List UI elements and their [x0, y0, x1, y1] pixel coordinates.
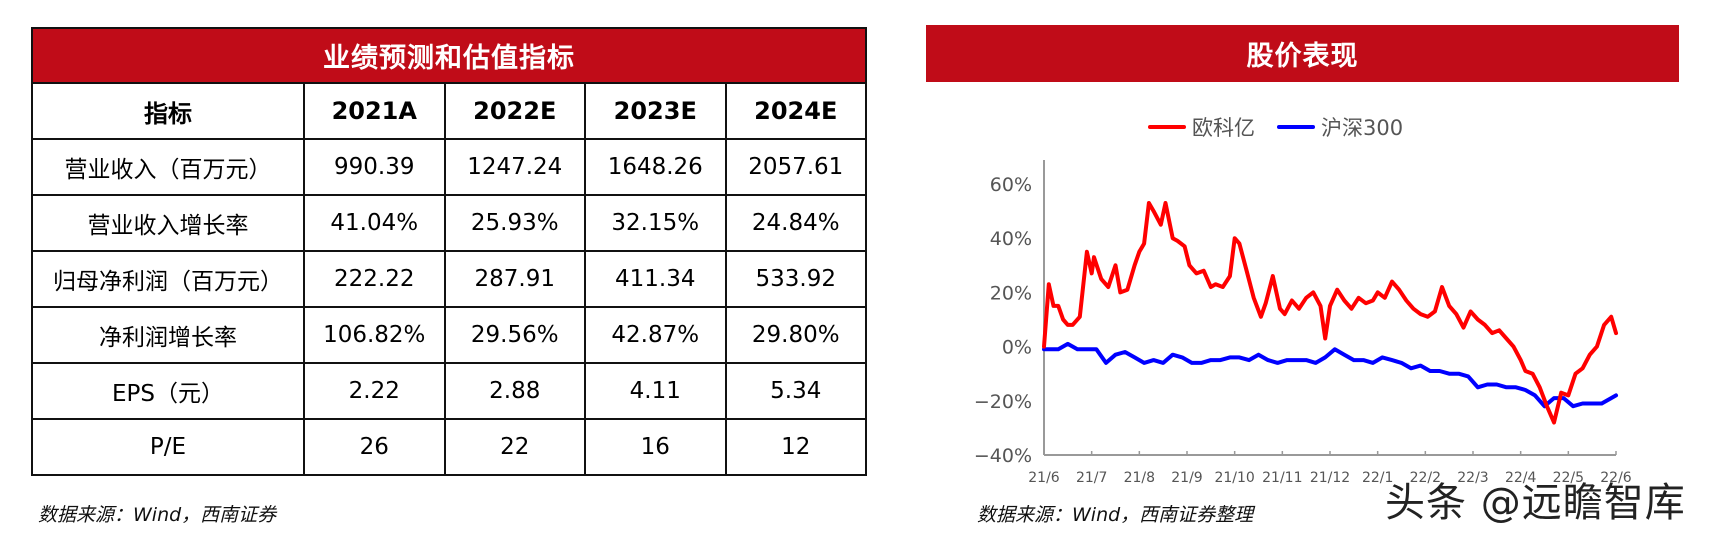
legend-item: 沪深300	[1277, 112, 1403, 142]
x-tick-label: 22/2	[1410, 470, 1441, 486]
chart-source-note: 数据来源：Wind，西南证券整理	[977, 504, 1254, 526]
table-cell: 24.84%	[724, 194, 868, 252]
row-label: 营业收入增长率	[31, 194, 305, 252]
y-tick-label: −20%	[974, 391, 1032, 413]
table-row: 净利润增长率 106.82% 29.56% 42.87% 29.80%	[31, 306, 868, 364]
x-tick-label: 21/6	[1028, 470, 1060, 486]
x-tick-label: 21/8	[1124, 470, 1155, 486]
x-tick-label: 21/12	[1310, 470, 1350, 486]
table-cell: 2.88	[443, 362, 586, 420]
table-cell: 411.34	[584, 250, 727, 308]
table-cell: 4.11	[584, 362, 727, 420]
table-row: 营业收入（百万元） 990.39 1247.24 1648.26 2057.61	[31, 138, 868, 196]
table-cell: 1247.24	[443, 138, 586, 196]
row-label: P/E	[31, 418, 305, 476]
table-row: 营业收入增长率 41.04% 25.93% 32.15% 24.84%	[31, 194, 868, 252]
y-tick-label: 60%	[990, 174, 1032, 196]
x-tick-label: 22/5	[1553, 470, 1584, 486]
forecast-table-panel: 业绩预测和估值指标 指标 2021A 2022E 2023E 2024E 营业收…	[30, 27, 868, 476]
table-cell: 5.34	[724, 362, 868, 420]
chart-lines	[1042, 201, 1618, 425]
table-cell: 32.15%	[584, 194, 727, 252]
x-tick-label: 21/11	[1262, 470, 1302, 486]
table-cell: 22	[443, 418, 586, 476]
table-header-row: 指标 2021A 2022E 2023E 2024E	[31, 82, 868, 140]
table-row: P/E 26 22 16 12	[31, 418, 868, 476]
table-source-note: 数据来源：Wind，西南证券	[38, 504, 277, 526]
legend-label: 沪深300	[1321, 116, 1404, 140]
column-header: 2021A	[303, 82, 446, 140]
y-tick-label: −40%	[974, 445, 1032, 467]
table-cell: 41.04%	[303, 194, 446, 252]
table-row: 归母净利润（百万元） 222.22 287.91 411.34 533.92	[31, 250, 868, 308]
table-cell: 12	[724, 418, 868, 476]
table-cell: 42.87%	[584, 306, 727, 364]
x-tick-label: 22/4	[1505, 470, 1537, 486]
x-tick-label: 21/10	[1214, 470, 1254, 486]
table-row: EPS（元） 2.22 2.88 4.11 5.34	[31, 362, 868, 420]
table-cell: 2.22	[303, 362, 446, 420]
table-cell: 533.92	[724, 250, 868, 308]
x-tick-label: 22/3	[1457, 470, 1488, 486]
table-cell: 1648.26	[584, 138, 727, 196]
table-cell: 222.22	[303, 250, 446, 308]
watermark: 头条 @远瞻智库	[1385, 480, 1686, 526]
series-line	[1042, 201, 1618, 425]
y-tick-label: 40%	[990, 228, 1032, 250]
legend-label: 欧科亿	[1192, 116, 1255, 140]
x-tick-label: 21/9	[1171, 470, 1202, 486]
column-header: 2022E	[443, 82, 586, 140]
table-cell: 25.93%	[443, 194, 586, 252]
legend-swatch-blue	[1277, 125, 1315, 129]
row-label: 归母净利润（百万元）	[31, 250, 305, 308]
x-tick-label: 22/1	[1362, 470, 1393, 486]
y-tick-label: 0%	[1002, 337, 1032, 359]
row-label: 营业收入（百万元）	[31, 138, 305, 196]
row-label: 净利润增长率	[31, 306, 305, 364]
column-header: 指标	[31, 82, 305, 140]
table-cell: 106.82%	[303, 306, 446, 364]
chart-legend: 欧科亿 沪深300	[1148, 112, 1425, 142]
column-header: 2024E	[724, 82, 868, 140]
table-cell: 29.80%	[724, 306, 868, 364]
chart-title: 股价表现	[926, 25, 1679, 82]
chart-axes: 60% 40% 20% 0% −20% −40% 21/6 21/7 21/8 21/9 21/10…	[974, 160, 1632, 486]
table-cell: 26	[303, 418, 446, 476]
forecast-table: 业绩预测和估值指标 指标 2021A 2022E 2023E 2024E 营业收…	[30, 27, 868, 476]
x-tick-label: 22/6	[1600, 470, 1632, 486]
series-line	[1042, 341, 1618, 409]
x-tick-label: 21/7	[1076, 470, 1107, 486]
column-header: 2023E	[584, 82, 727, 140]
table-cell: 29.56%	[443, 306, 586, 364]
legend-item: 欧科亿	[1148, 112, 1255, 142]
y-tick-label: 20%	[990, 282, 1032, 304]
table-cell: 2057.61	[724, 138, 868, 196]
table-cell: 16	[584, 418, 727, 476]
legend-swatch-red	[1148, 125, 1186, 129]
row-label: EPS（元）	[31, 362, 305, 420]
table-cell: 990.39	[303, 138, 446, 196]
table-cell: 287.91	[443, 250, 586, 308]
table-title: 业绩预测和估值指标	[30, 27, 868, 84]
